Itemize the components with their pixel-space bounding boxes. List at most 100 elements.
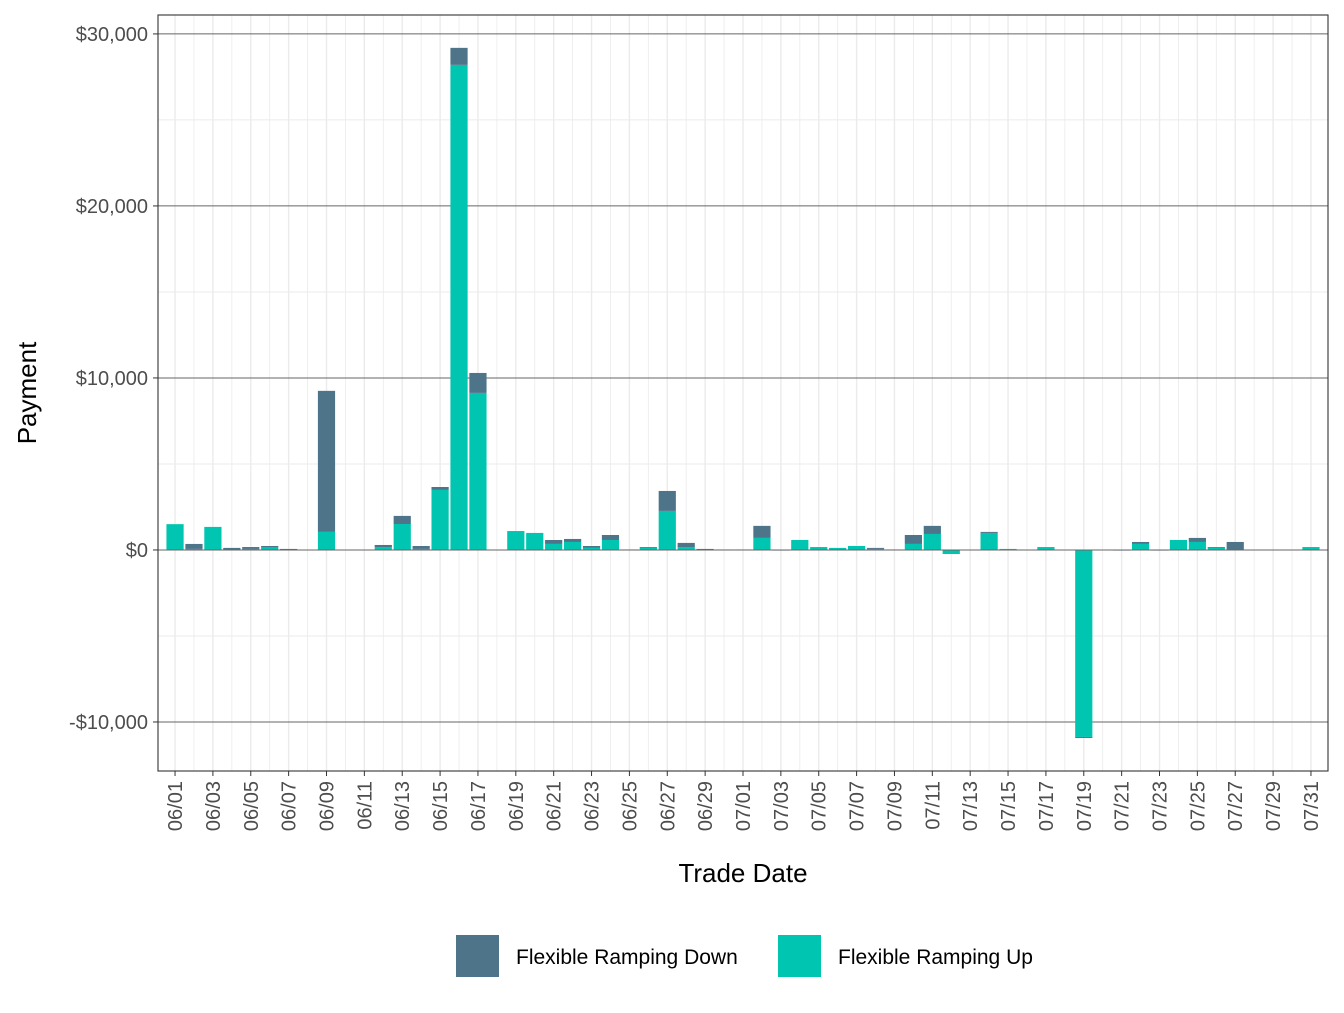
- bar-flexible-ramping-up: [1169, 539, 1188, 550]
- bar-flexible-ramping-down: [1131, 541, 1150, 544]
- bar-flexible-ramping-down: [431, 487, 449, 490]
- bar-flexible-ramping-down: [393, 515, 411, 524]
- bar-flexible-ramping-down: [942, 553, 960, 554]
- x-tick-label: 06/27: [657, 781, 679, 831]
- bar-flexible-ramping-up: [166, 524, 184, 550]
- legend: Flexible Ramping Down Flexible Ramping Up: [456, 935, 1033, 977]
- y-tick-label: $30,000: [76, 24, 148, 46]
- y-axis: -$10,000 $0 $10,000 $20,000 $30,000: [69, 24, 158, 734]
- bar-flexible-ramping-down: [658, 490, 676, 511]
- bar-flexible-ramping-up: [601, 539, 620, 550]
- bar-flexible-ramping-up: [582, 547, 601, 550]
- bar-flexible-ramping-up: [204, 526, 222, 550]
- bar-flexible-ramping-up: [904, 543, 922, 550]
- legend-label: Flexible Ramping Down: [516, 946, 738, 969]
- legend-label: Flexible Ramping Up: [838, 946, 1033, 969]
- x-tick-label: 07/25: [1187, 781, 1209, 831]
- x-tick-label: 06/11: [354, 781, 376, 830]
- bar-flexible-ramping-up: [564, 541, 582, 550]
- bar-flexible-ramping-down: [1207, 547, 1225, 548]
- bar-flexible-ramping-down: [639, 547, 657, 548]
- x-tick-label: 07/31: [1301, 781, 1323, 831]
- bar-flexible-ramping-up: [450, 64, 468, 550]
- x-tick-label: 07/21: [1112, 781, 1134, 831]
- bar-flexible-ramping-down: [696, 548, 714, 550]
- bar-flexible-ramping-up: [412, 548, 430, 550]
- bar-flexible-ramping-down: [601, 534, 620, 540]
- x-tick-label: 07/05: [809, 781, 831, 831]
- bar-flexible-ramping-up: [810, 547, 828, 550]
- x-tick-label: 06/13: [392, 781, 414, 831]
- bar-flexible-ramping-down: [545, 539, 563, 544]
- x-tick-label: 07/29: [1263, 781, 1285, 831]
- x-tick-label: 06/19: [506, 781, 528, 831]
- x-tick-label: 07/27: [1225, 781, 1247, 831]
- bar-flexible-ramping-down: [677, 542, 695, 548]
- y-axis-title: Payment: [12, 341, 42, 444]
- bar-flexible-ramping-up: [526, 532, 544, 550]
- bar-flexible-ramping-up: [185, 548, 203, 550]
- bar-flexible-ramping-up: [639, 547, 657, 550]
- bar-flexible-ramping-down: [261, 546, 279, 548]
- bar-flexible-ramping-down: [223, 547, 241, 550]
- y-tick-label: $0: [126, 540, 148, 562]
- bar-flexible-ramping-up: [317, 531, 336, 550]
- x-tick-label: 07/09: [884, 781, 906, 831]
- bar-flexible-ramping-down: [923, 525, 941, 534]
- x-tick-label: 07/23: [1150, 781, 1172, 831]
- bar-flexible-ramping-up: [923, 533, 941, 550]
- bar-flexible-ramping-up: [829, 547, 847, 550]
- bar-flexible-ramping-down: [980, 531, 998, 533]
- x-tick-label: 06/17: [468, 781, 490, 831]
- bar-flexible-ramping-up: [431, 489, 449, 550]
- y-tick-label: $10,000: [76, 368, 148, 390]
- bar-flexible-ramping-down: [1075, 736, 1093, 738]
- bar-flexible-ramping-up: [374, 547, 392, 550]
- bar-flexible-ramping-down: [450, 47, 468, 65]
- bar-flexible-ramping-down: [904, 534, 922, 544]
- bar-flexible-ramping-down: [280, 548, 298, 550]
- bar-flexible-ramping-up: [980, 532, 998, 550]
- bar-flexible-ramping-down: [1188, 537, 1206, 542]
- bar-flexible-ramping-up: [261, 547, 279, 550]
- bar-flexible-ramping-up: [999, 548, 1017, 550]
- x-tick-label: 07/07: [847, 781, 869, 831]
- bar-flexible-ramping-up: [507, 531, 525, 550]
- bar-flexible-ramping-down: [564, 538, 582, 542]
- bar-flexible-ramping-up: [753, 537, 771, 550]
- bar-flexible-ramping-up: [1302, 547, 1320, 550]
- x-axis: 06/01 06/03 06/05 06/07 06/09 06/11 06/13 06/15…: [165, 771, 1323, 831]
- grid: [158, 15, 1328, 771]
- bar-flexible-ramping-up: [1188, 541, 1206, 550]
- bar-flexible-ramping-down: [753, 525, 771, 538]
- x-tick-label: 06/29: [695, 781, 717, 831]
- x-tick-label: 07/01: [733, 781, 755, 831]
- bar-flexible-ramping-up: [847, 546, 866, 550]
- x-tick-label: 07/13: [960, 781, 982, 831]
- bars: [158, 47, 1328, 738]
- legend-swatch: [456, 935, 499, 977]
- bar-flexible-ramping-down: [185, 543, 203, 549]
- bar-flexible-ramping-down: [469, 372, 487, 393]
- x-tick-label: 06/03: [203, 781, 225, 831]
- y-tick-label: $20,000: [76, 196, 148, 218]
- bar-flexible-ramping-up: [658, 510, 676, 550]
- x-tick-label: 06/21: [544, 781, 566, 831]
- x-tick-label: 07/17: [1036, 781, 1058, 831]
- bar-flexible-ramping-up: [545, 543, 563, 550]
- x-tick-label: 06/07: [279, 781, 301, 831]
- bar-flexible-ramping-down: [1226, 541, 1244, 550]
- bar-flexible-ramping-down: [317, 390, 336, 532]
- bar-flexible-ramping-up: [1037, 547, 1055, 550]
- x-tick-label: 06/01: [165, 781, 187, 831]
- x-tick-label: 07/11: [922, 781, 944, 830]
- x-tick-label: 06/15: [430, 781, 452, 831]
- x-tick-label: 07/03: [771, 781, 793, 831]
- bar-flexible-ramping-up: [1131, 543, 1150, 550]
- bar-flexible-ramping-up: [242, 548, 260, 550]
- x-tick-label: 06/09: [316, 781, 338, 831]
- bar-flexible-ramping-up: [469, 392, 487, 550]
- legend-swatch: [778, 935, 821, 977]
- bar-flexible-ramping-down: [242, 547, 260, 549]
